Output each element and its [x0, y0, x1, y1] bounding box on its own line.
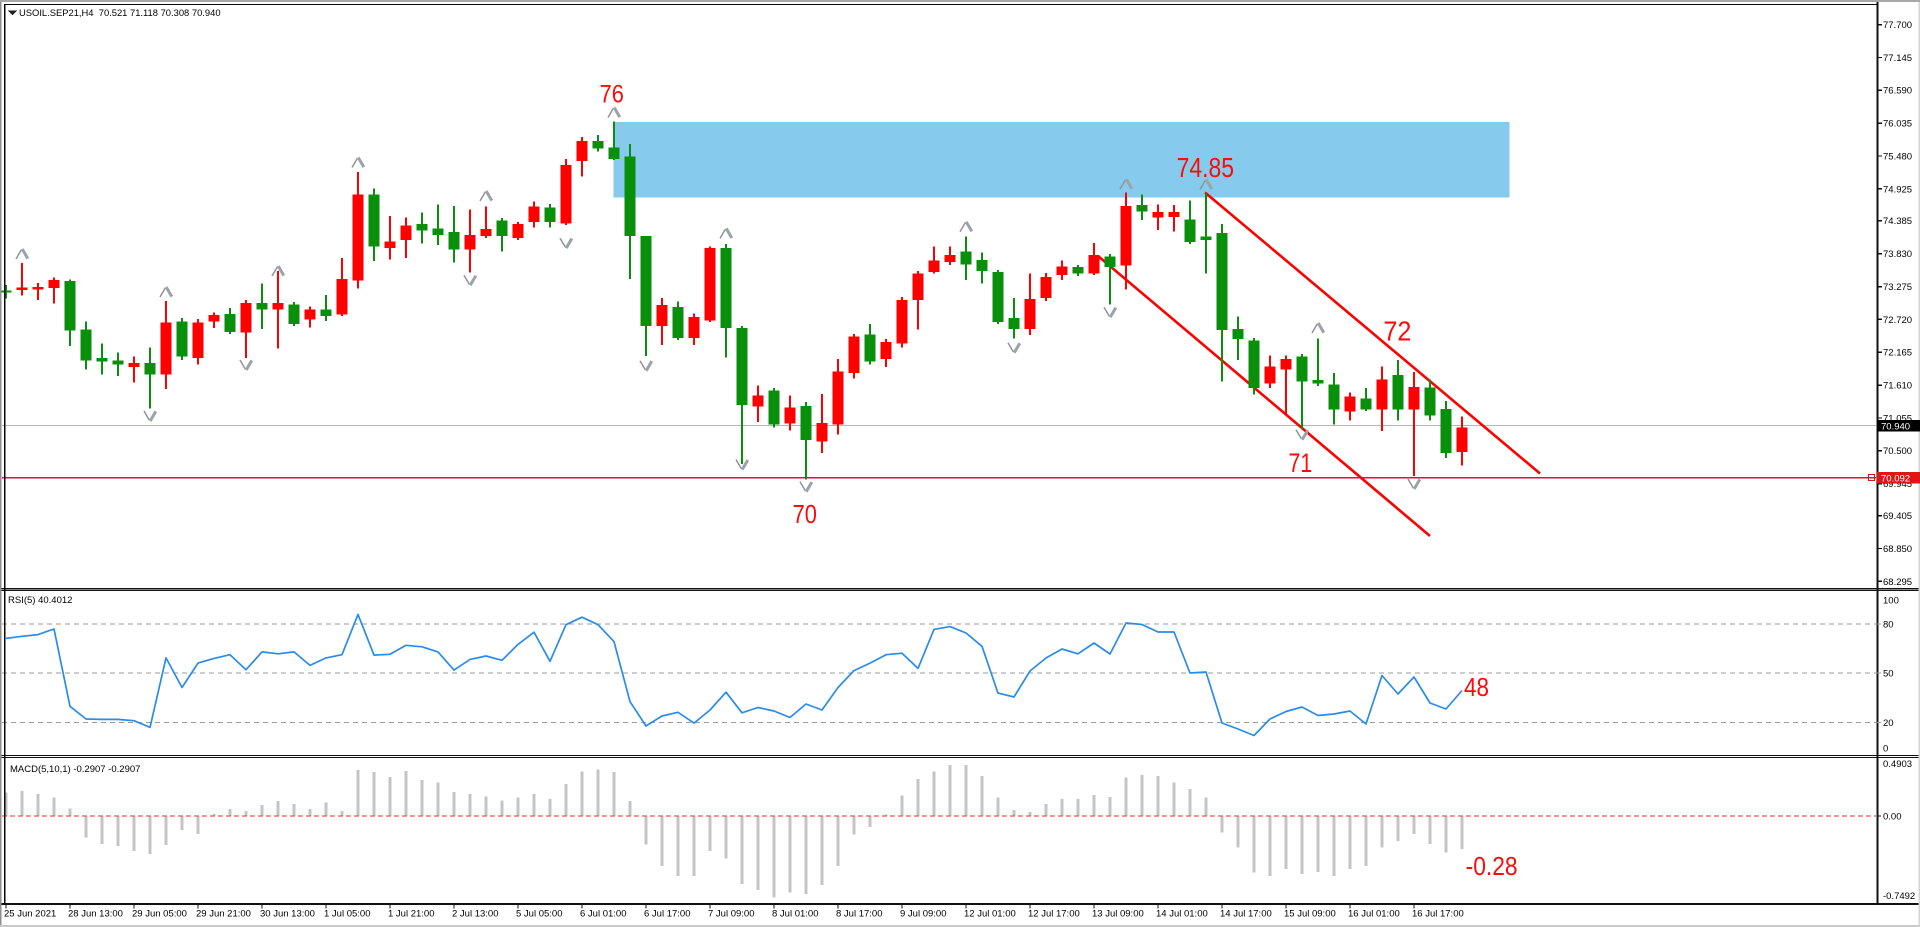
svg-text:68.295: 68.295 [1883, 577, 1912, 588]
svg-text:28 Jun 13:00: 28 Jun 13:00 [68, 909, 123, 920]
svg-text:6 Jul 01:00: 6 Jul 01:00 [580, 909, 626, 920]
svg-text:29 Jun 05:00: 29 Jun 05:00 [132, 909, 187, 920]
svg-text:12 Jul 17:00: 12 Jul 17:00 [1028, 909, 1080, 920]
svg-text:76.035: 76.035 [1883, 119, 1912, 130]
svg-text:50: 50 [1883, 668, 1894, 679]
svg-text:30 Jun 13:00: 30 Jun 13:00 [260, 909, 315, 920]
svg-text:74.925: 74.925 [1883, 184, 1912, 195]
svg-text:70.092: 70.092 [1881, 473, 1910, 484]
svg-text:5 Jul 05:00: 5 Jul 05:00 [516, 909, 562, 920]
svg-text:77.145: 77.145 [1883, 53, 1912, 64]
svg-text:68.850: 68.850 [1883, 544, 1912, 555]
svg-text:72.720: 72.720 [1883, 315, 1912, 326]
svg-text:77.700: 77.700 [1883, 20, 1912, 31]
svg-text:16 Jul 17:00: 16 Jul 17:00 [1412, 909, 1464, 920]
svg-text:76.590: 76.590 [1883, 86, 1912, 97]
svg-text:USOIL.SEP21,H4 70.521 71.118: USOIL.SEP21,H4 70.521 71.118 70.308 70.9… [19, 7, 221, 18]
svg-text:12 Jul 01:00: 12 Jul 01:00 [964, 909, 1016, 920]
svg-text:70.500: 70.500 [1883, 446, 1912, 457]
svg-text:74.385: 74.385 [1883, 216, 1912, 227]
svg-text:74.85: 74.85 [1177, 152, 1234, 183]
svg-text:-0.28: -0.28 [1466, 851, 1518, 881]
svg-text:RSI(5) 40.4012: RSI(5) 40.4012 [8, 595, 72, 606]
svg-text:1 Jul 05:00: 1 Jul 05:00 [324, 909, 370, 920]
svg-text:-0.7492: -0.7492 [1883, 891, 1915, 902]
svg-text:73.830: 73.830 [1883, 249, 1912, 260]
svg-text:69.945: 69.945 [1883, 479, 1912, 490]
svg-text:71: 71 [1289, 448, 1313, 478]
svg-text:14 Jul 01:00: 14 Jul 01:00 [1156, 909, 1208, 920]
svg-text:72: 72 [1383, 316, 1411, 347]
svg-text:MACD(5,10,1) -0.2907 -0.2907: MACD(5,10,1) -0.2907 -0.2907 [10, 764, 140, 775]
svg-text:80: 80 [1883, 619, 1894, 630]
svg-text:100: 100 [1883, 595, 1899, 606]
svg-text:72.165: 72.165 [1883, 348, 1912, 359]
svg-text:8 Jul 01:00: 8 Jul 01:00 [772, 909, 818, 920]
svg-text:8 Jul 17:00: 8 Jul 17:00 [836, 909, 882, 920]
svg-text:73.275: 73.275 [1883, 282, 1912, 293]
svg-text:71.055: 71.055 [1883, 413, 1912, 424]
svg-text:15 Jul 09:00: 15 Jul 09:00 [1284, 909, 1336, 920]
svg-text:71.610: 71.610 [1883, 381, 1912, 392]
svg-text:1 Jul 21:00: 1 Jul 21:00 [388, 909, 434, 920]
svg-text:7 Jul 09:00: 7 Jul 09:00 [708, 909, 754, 920]
svg-text:13 Jul 09:00: 13 Jul 09:00 [1092, 909, 1144, 920]
svg-text:70.940: 70.940 [1881, 421, 1910, 432]
svg-text:2 Jul 13:00: 2 Jul 13:00 [452, 909, 498, 920]
svg-text:0.4903: 0.4903 [1883, 759, 1912, 770]
svg-text:75.480: 75.480 [1883, 151, 1912, 162]
svg-text:69.405: 69.405 [1883, 511, 1912, 522]
svg-text:16 Jul 01:00: 16 Jul 01:00 [1348, 909, 1400, 920]
svg-text:20: 20 [1883, 718, 1894, 729]
svg-text:25 Jun 2021: 25 Jun 2021 [4, 909, 56, 920]
svg-text:14 Jul 17:00: 14 Jul 17:00 [1220, 909, 1272, 920]
svg-text:0: 0 [1883, 743, 1888, 754]
svg-text:48: 48 [1464, 674, 1489, 702]
svg-text:70: 70 [793, 501, 817, 529]
svg-text:6 Jul 17:00: 6 Jul 17:00 [644, 909, 690, 920]
svg-text:0.00: 0.00 [1883, 811, 1902, 822]
svg-text:9 Jul 09:00: 9 Jul 09:00 [900, 909, 946, 920]
svg-text:76: 76 [600, 81, 624, 109]
svg-text:29 Jun 21:00: 29 Jun 21:00 [196, 909, 251, 920]
